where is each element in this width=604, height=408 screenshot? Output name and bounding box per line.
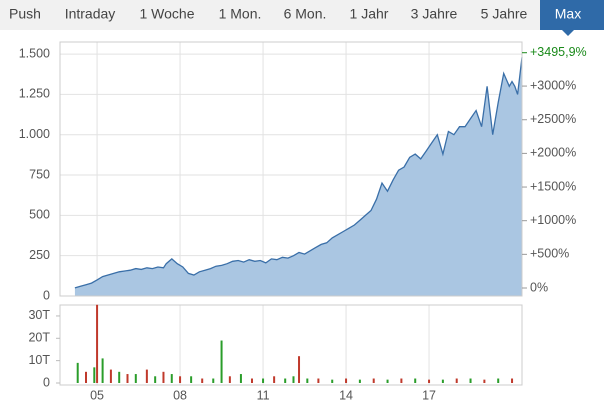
y2-tick-label: +2500%: [530, 112, 576, 126]
last-change-label: +3495,9%: [530, 45, 587, 59]
volume-bar: [250, 378, 253, 383]
volume-bar: [428, 379, 431, 383]
x-tick-label: 14: [339, 388, 353, 402]
x-tick-label: 11: [257, 388, 270, 402]
y-tick-label: 250: [29, 248, 50, 262]
volume-bar: [372, 378, 375, 383]
volume-bar: [126, 374, 129, 383]
volume-tick-label: 30T: [28, 308, 50, 322]
tab[interactable]: 5 Jahre: [481, 6, 528, 22]
volume-bar: [179, 376, 182, 383]
y-tick-label: 750: [29, 167, 50, 181]
volume-tick-label: 0: [43, 375, 50, 389]
volume-bar: [190, 376, 193, 383]
volume-bar: [469, 378, 472, 383]
volume-bar: [76, 362, 79, 383]
volume-bar: [298, 356, 301, 383]
volume-bar: [441, 379, 444, 383]
volume-bar: [455, 378, 458, 383]
x-tick-label: 05: [90, 388, 104, 402]
y-tick-label: 1.250: [19, 87, 50, 101]
volume-bar: [358, 379, 361, 383]
volume-bar: [497, 378, 500, 383]
price-line: [74, 57, 523, 289]
y-tick-label: 1.500: [19, 46, 50, 60]
volume-bar: [93, 367, 96, 383]
volume-bar: [414, 378, 417, 383]
volume-bar: [273, 376, 276, 383]
tab[interactable]: Intraday: [65, 6, 116, 22]
volume-bar: [239, 374, 242, 383]
volume-bar: [228, 376, 231, 383]
y2-tick-label: +2000%: [530, 146, 576, 160]
tab[interactable]: Push: [9, 6, 41, 22]
y-tick-label: 500: [29, 208, 50, 222]
volume-bar: [201, 378, 204, 383]
volume-tick-label: 20T: [28, 331, 50, 345]
volume-bar: [262, 378, 265, 383]
volume-bar: [162, 371, 165, 383]
volume-bar: [317, 378, 320, 383]
tab[interactable]: Max: [555, 6, 581, 22]
volume-bar: [170, 374, 173, 383]
tab[interactable]: 1 Woche: [140, 6, 195, 22]
volume-bar: [306, 378, 309, 383]
y2-tick-label: 0%: [530, 280, 548, 294]
tab[interactable]: 3 Jahre: [411, 6, 458, 22]
volume-bar: [400, 378, 403, 383]
volume-bar: [331, 379, 334, 383]
volume-bar: [154, 376, 157, 383]
price-area: [74, 57, 523, 296]
tab-active-bg: [540, 0, 604, 30]
tab-pointer: [562, 30, 574, 36]
x-tick-label: 08: [173, 388, 187, 402]
y2-tick-label: +500%: [530, 247, 569, 261]
volume-bar: [511, 378, 514, 383]
tab[interactable]: 6 Mon.: [284, 6, 327, 22]
tab-bar: [0, 0, 604, 30]
volume-bar: [220, 340, 223, 383]
y2-tick-label: +1000%: [530, 213, 576, 227]
volume-bar: [386, 379, 389, 383]
volume-bar: [292, 376, 295, 383]
volume-bar: [101, 358, 104, 383]
y-tick-label: 0: [43, 288, 50, 302]
volume-bar: [345, 378, 348, 383]
y2-tick-label: +3000%: [530, 78, 576, 92]
volume-bar: [483, 379, 486, 383]
tab[interactable]: 1 Mon.: [219, 6, 262, 22]
volume-bar: [96, 304, 99, 383]
y-tick-label: 1.000: [19, 127, 50, 141]
tab[interactable]: 1 Jahr: [350, 6, 389, 22]
volume-bar: [85, 371, 88, 383]
volume-tick-label: 10T: [28, 353, 50, 367]
price-panel: [59, 41, 523, 297]
volume-bar: [212, 378, 215, 383]
y2-tick-label: +1500%: [530, 179, 576, 193]
x-tick-label: 17: [422, 388, 436, 402]
volume-bar: [134, 374, 137, 383]
volume-bar: [145, 369, 148, 383]
volume-bar: [284, 378, 287, 383]
volume-bar: [118, 371, 121, 383]
volume-bar: [109, 369, 112, 383]
volume-panel: [59, 304, 523, 386]
